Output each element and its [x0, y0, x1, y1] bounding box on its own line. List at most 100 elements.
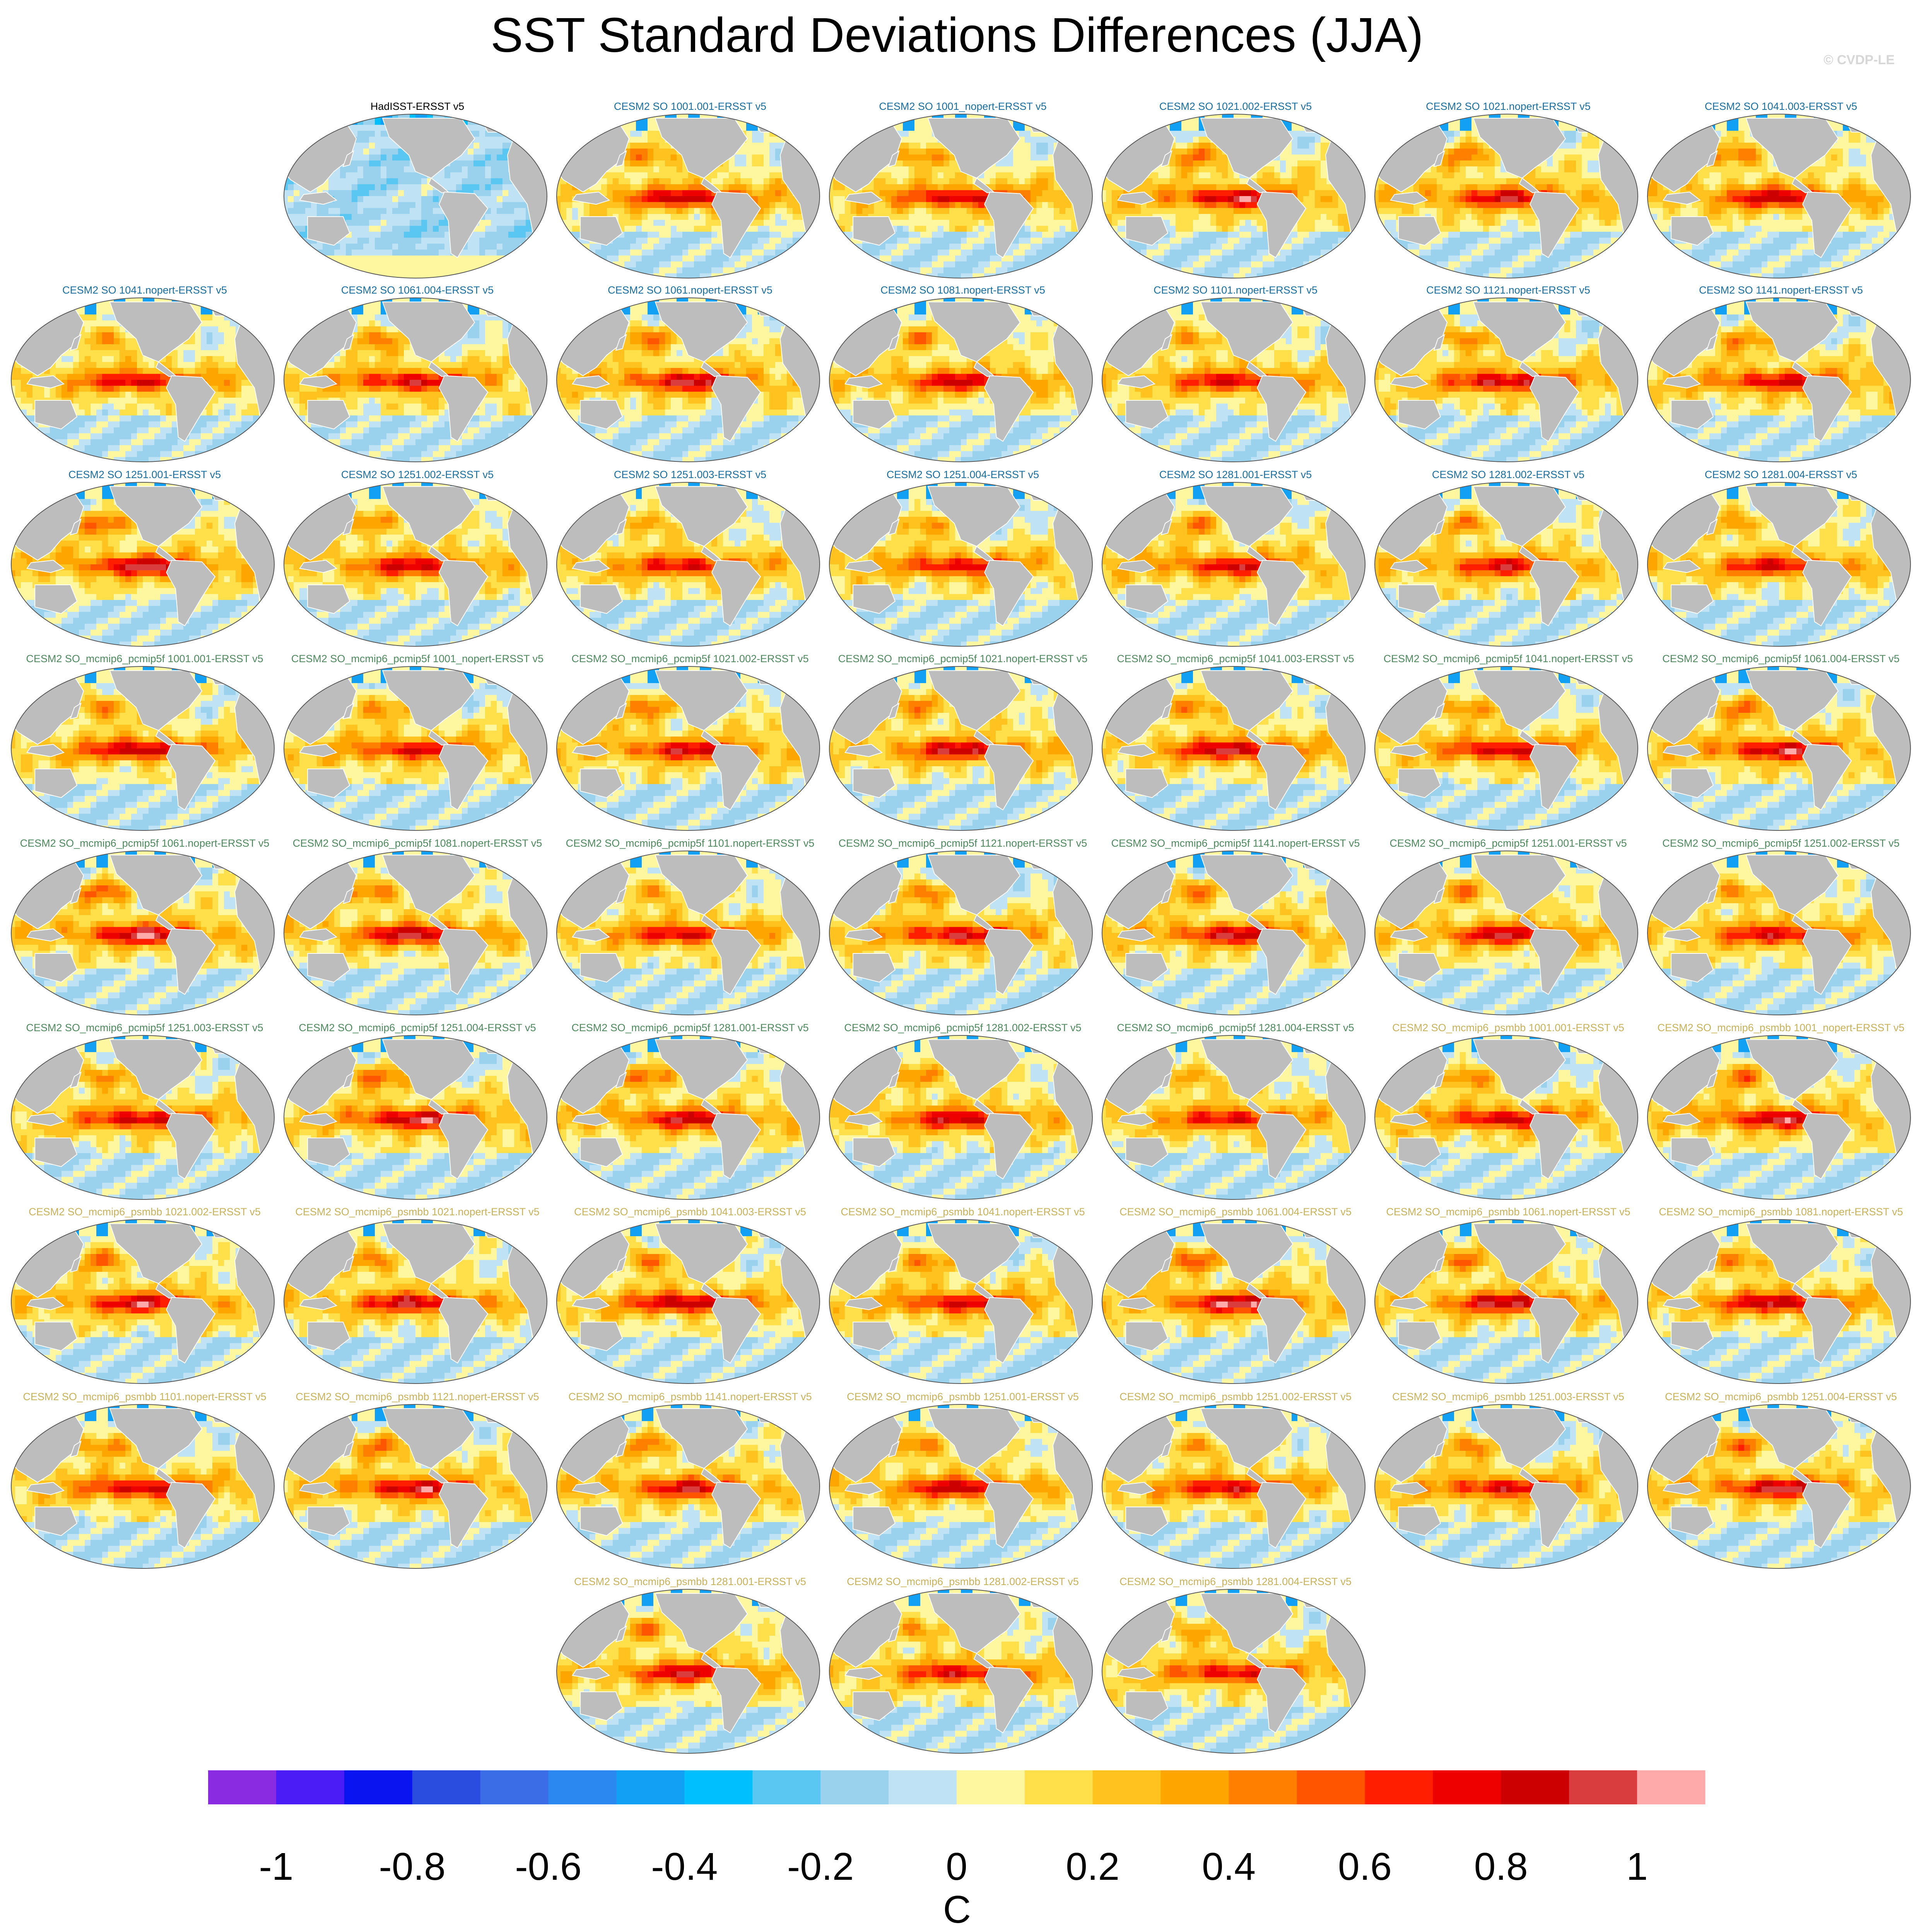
colorbar-swatch — [549, 1770, 617, 1804]
map-globe — [827, 1218, 1094, 1385]
panel-title: CESM2 SO_mcmip6_pcmip5f 1281.002-ERSST v… — [816, 1022, 1110, 1034]
panel-title: CESM2 SO 1281.004-ERSST v5 — [1634, 469, 1914, 481]
panel-title: CESM2 SO_mcmip6_psmbb 1081.nopert-ERSST … — [1634, 1206, 1914, 1218]
panel-title: CESM2 SO 1251.001-ERSST v5 — [0, 469, 292, 481]
colorbar-tick-label: 0 — [946, 1845, 967, 1888]
panel-title: CESM2 SO 1081.nopert-ERSST v5 — [816, 284, 1110, 296]
map-globe — [1100, 850, 1367, 1016]
map-panel: CESM2 SO_mcmip6_psmbb 1021.002-ERSST v5 — [9, 1206, 280, 1388]
colorbar-swatch — [1161, 1770, 1229, 1804]
panel-title: CESM2 SO 1021.002-ERSST v5 — [1089, 101, 1383, 113]
map-panel: CESM2 SO_mcmip6_psmbb 1281.001-ERSST v5 — [555, 1576, 825, 1758]
map-globe — [9, 1034, 276, 1201]
panel-title: CESM2 SO 1281.002-ERSST v5 — [1361, 469, 1655, 481]
colorbar-tick-label: 0.8 — [1474, 1845, 1528, 1888]
colorbar-swatch — [276, 1770, 344, 1804]
map-panel: CESM2 SO_mcmip6_pcmip5f 1021.002-ERSST v… — [555, 653, 825, 835]
map-globe — [9, 1218, 276, 1385]
map-globe — [555, 297, 822, 463]
map-globe — [827, 481, 1094, 647]
colorbar-swatch — [617, 1770, 685, 1804]
map-panel: CESM2 SO_mcmip6_pcmip5f 1281.002-ERSST v… — [827, 1022, 1098, 1204]
panel-title: CESM2 SO 1041.nopert-ERSST v5 — [0, 284, 292, 296]
map-globe — [827, 113, 1094, 279]
colorbar-swatch — [1569, 1770, 1637, 1804]
map-panel: CESM2 SO 1251.003-ERSST v5 — [555, 469, 825, 651]
map-panel: CESM2 SO_mcmip6_psmbb 1251.003-ERSST v5 — [1373, 1391, 1644, 1573]
panel-title: CESM2 SO 1281.001-ERSST v5 — [1089, 469, 1383, 481]
colorbar-swatch — [957, 1770, 1025, 1804]
colorbar-swatch — [1365, 1770, 1433, 1804]
map-panel: CESM2 SO 1001_nopert-ERSST v5 — [827, 101, 1098, 282]
map-panel: CESM2 SO_mcmip6_psmbb 1061.nopert-ERSST … — [1373, 1206, 1644, 1388]
colorbar-tick-label: -0.6 — [515, 1845, 581, 1888]
panel-title: CESM2 SO 1041.003-ERSST v5 — [1634, 101, 1914, 113]
map-globe — [827, 297, 1094, 463]
map-globe — [1100, 481, 1367, 647]
map-globe — [1373, 850, 1640, 1016]
map-panel: CESM2 SO_mcmip6_psmbb 1041.nopert-ERSST … — [827, 1206, 1098, 1388]
panel-title: CESM2 SO 1061.004-ERSST v5 — [270, 284, 564, 296]
panel-title: CESM2 SO_mcmip6_psmbb 1021.002-ERSST v5 — [0, 1206, 292, 1218]
map-globe — [1373, 665, 1640, 832]
map-globe — [827, 850, 1094, 1016]
panel-title: CESM2 SO_mcmip6_pcmip5f 1061.nopert-ERSS… — [0, 837, 292, 849]
colorbar-tick-label: -0.8 — [379, 1845, 446, 1888]
map-globe — [282, 850, 549, 1016]
map-panel: CESM2 SO_mcmip6_pcmip5f 1121.nopert-ERSS… — [827, 837, 1098, 1019]
panel-title: CESM2 SO_mcmip6_psmbb 1121.nopert-ERSST … — [270, 1391, 564, 1403]
map-globe — [1646, 481, 1912, 647]
panel-title: CESM2 SO 1061.nopert-ERSST v5 — [543, 284, 837, 296]
map-globe — [1100, 665, 1367, 832]
panel-title: CESM2 SO_mcmip6_pcmip5f 1281.004-ERSST v… — [1089, 1022, 1383, 1034]
map-globe — [9, 1403, 276, 1570]
map-globe — [282, 1034, 549, 1201]
panel-title: CESM2 SO 1141.nopert-ERSST v5 — [1634, 284, 1914, 296]
map-globe — [827, 665, 1094, 832]
map-globe — [555, 481, 822, 647]
panel-title: CESM2 SO_mcmip6_pcmip5f 1251.003-ERSST v… — [0, 1022, 292, 1034]
map-panel: CESM2 SO 1141.nopert-ERSST v5 — [1646, 284, 1914, 466]
map-globe — [9, 297, 276, 463]
map-panel: CESM2 SO 1081.nopert-ERSST v5 — [827, 284, 1098, 466]
panel-title: CESM2 SO_mcmip6_pcmip5f 1281.001-ERSST v… — [543, 1022, 837, 1034]
map-globe — [555, 1403, 822, 1570]
map-panel: CESM2 SO_mcmip6_pcmip5f 1021.nopert-ERSS… — [827, 653, 1098, 835]
panel-title: CESM2 SO_mcmip6_pcmip5f 1251.002-ERSST v… — [1634, 837, 1914, 849]
map-globe — [1100, 297, 1367, 463]
map-globe — [1646, 297, 1912, 463]
map-globe — [555, 113, 822, 279]
colorbar-swatch — [752, 1770, 820, 1804]
map-globe — [282, 481, 549, 647]
map-globe — [1646, 113, 1912, 279]
map-globe — [282, 665, 549, 832]
map-globe — [282, 297, 549, 463]
map-panel: CESM2 SO 1251.004-ERSST v5 — [827, 469, 1098, 651]
map-globe — [9, 850, 276, 1016]
map-panel: CESM2 SO 1281.001-ERSST v5 — [1100, 469, 1371, 651]
map-globe — [282, 113, 549, 279]
panel-title: CESM2 SO_mcmip6_pcmip5f 1121.nopert-ERSS… — [816, 837, 1110, 849]
colorbar-swatch — [889, 1770, 957, 1804]
colorbar-swatch — [412, 1770, 480, 1804]
panel-title: CESM2 SO_mcmip6_psmbb 1061.004-ERSST v5 — [1089, 1206, 1383, 1218]
panel-title: CESM2 SO_mcmip6_pcmip5f 1021.nopert-ERSS… — [816, 653, 1110, 665]
panel-title: CESM2 SO_mcmip6_psmbb 1001_nopert-ERSST … — [1634, 1022, 1914, 1034]
map-panel: CESM2 SO 1251.002-ERSST v5 — [282, 469, 553, 651]
map-panel: CESM2 SO 1121.nopert-ERSST v5 — [1373, 284, 1644, 466]
map-globe — [1373, 1218, 1640, 1385]
map-globe — [1100, 113, 1367, 279]
panel-title: CESM2 SO_mcmip6_psmbb 1281.004-ERSST v5 — [1089, 1576, 1383, 1588]
colorbar-tick-label: -0.4 — [651, 1845, 718, 1888]
map-panel: CESM2 SO_mcmip6_pcmip5f 1041.003-ERSST v… — [1100, 653, 1371, 835]
map-globe — [1646, 1218, 1912, 1385]
map-globe — [1646, 850, 1912, 1016]
map-globe — [9, 665, 276, 832]
map-globe — [827, 1034, 1094, 1201]
map-panel: CESM2 SO_mcmip6_pcmip5f 1281.004-ERSST v… — [1100, 1022, 1371, 1204]
panel-title: CESM2 SO_mcmip6_psmbb 1021.nopert-ERSST … — [270, 1206, 564, 1218]
colorbar-swatch — [480, 1770, 549, 1804]
panel-title: CESM2 SO_mcmip6_pcmip5f 1141.nopert-ERSS… — [1089, 837, 1383, 849]
map-globe — [1373, 481, 1640, 647]
map-panel: CESM2 SO_mcmip6_psmbb 1121.nopert-ERSST … — [282, 1391, 553, 1573]
